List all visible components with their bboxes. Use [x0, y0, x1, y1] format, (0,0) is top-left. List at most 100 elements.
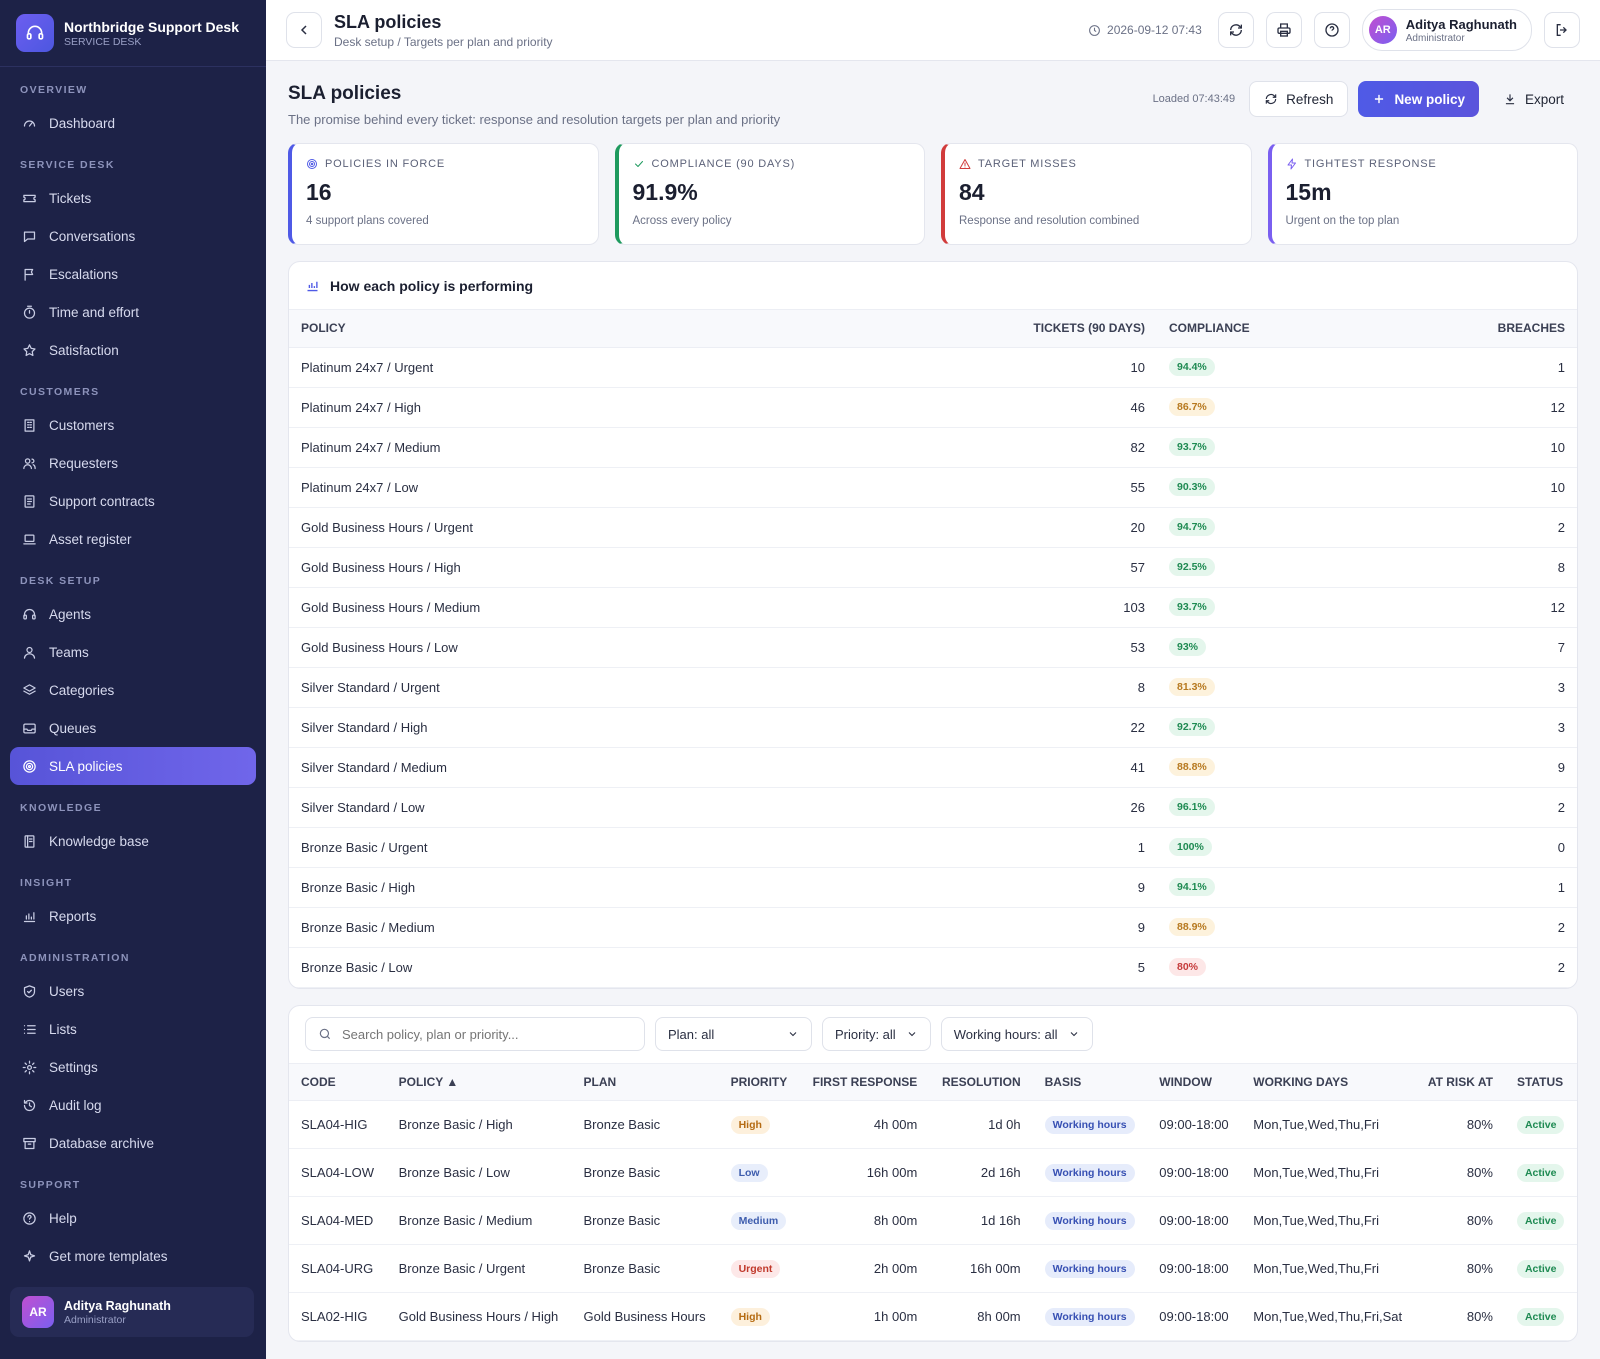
- policy-cell: Gold Business Hours / Urgent: [289, 507, 997, 548]
- column-header[interactable]: BASIS: [1032, 1063, 1148, 1101]
- compliance-cell: 80%: [1157, 947, 1457, 988]
- table-row[interactable]: Bronze Basic / Urgent 1 100% 0: [289, 827, 1577, 868]
- tickets-cell: 53: [997, 627, 1157, 668]
- user-menu[interactable]: AR Aditya Raghunath Administrator: [1361, 9, 1532, 51]
- at-risk-cell: 80%: [1415, 1196, 1505, 1245]
- sidebar-item-audit-log[interactable]: Audit log: [0, 1086, 266, 1124]
- tickets-cell: 20: [997, 507, 1157, 548]
- column-header[interactable]: RESOLUTION: [929, 1063, 1033, 1101]
- plan-filter[interactable]: Plan: all: [655, 1017, 812, 1051]
- table-row[interactable]: SLA04-URG Bronze Basic / Urgent Bronze Bas…: [289, 1244, 1577, 1293]
- export-button[interactable]: Export: [1489, 81, 1578, 117]
- priority-badge: Low: [730, 1163, 768, 1182]
- column-header[interactable]: AT RISK AT: [1415, 1063, 1505, 1101]
- tickets-cell: 57: [997, 547, 1157, 588]
- new-policy-button[interactable]: New policy: [1358, 81, 1479, 117]
- table-row[interactable]: Bronze Basic / Low 5 80% 2: [289, 947, 1577, 988]
- sidebar-item-requesters[interactable]: Requesters: [0, 444, 266, 482]
- table-row[interactable]: Bronze Basic / Medium 9 88.9% 2: [289, 907, 1577, 948]
- column-header[interactable]: TICKETS (90 DAYS): [997, 310, 1157, 348]
- sidebar-item-customers[interactable]: Customers: [0, 406, 266, 444]
- compliance-badge: 93.7%: [1169, 438, 1215, 456]
- sidebar-item-asset-register[interactable]: Asset register: [0, 520, 266, 558]
- status-badge: Active: [1516, 1307, 1565, 1326]
- kpi-row: POLICIES IN FORCE 16 4 support plans cover…: [288, 143, 1578, 245]
- column-header[interactable]: POLICY: [289, 310, 997, 348]
- sidebar-item-escalations[interactable]: Escalations: [0, 255, 266, 293]
- sidebar-item-tickets[interactable]: Tickets: [0, 179, 266, 217]
- print-button[interactable]: [1265, 12, 1302, 48]
- sidebar-item-teams[interactable]: Teams: [0, 633, 266, 671]
- priority-filter[interactable]: Priority: all: [822, 1017, 931, 1051]
- table-row[interactable]: Platinum 24x7 / Urgent 10 94.4% 1: [289, 347, 1577, 388]
- sidebar-item-reports[interactable]: Reports: [0, 897, 266, 935]
- list-icon: [23, 1024, 36, 1034]
- code-cell: SLA04-HIG: [289, 1100, 387, 1149]
- sidebar-item-support-contracts[interactable]: Support contracts: [0, 482, 266, 520]
- kpi-card: TIGHTEST RESPONSE 15m Urgent on the top pl…: [1267, 143, 1578, 245]
- working-hours-filter[interactable]: Working hours: all: [940, 1017, 1093, 1051]
- table-row[interactable]: Silver Standard / High 22 92.7% 3: [289, 707, 1577, 748]
- sidebar-item-conversations[interactable]: Conversations: [0, 217, 266, 255]
- column-header[interactable]: FIRST RESPONSE: [799, 1063, 930, 1101]
- help-button[interactable]: [1313, 12, 1350, 48]
- column-header[interactable]: WINDOW: [1147, 1063, 1242, 1101]
- back-button[interactable]: [286, 12, 322, 48]
- sidebar-item-categories[interactable]: Categories: [0, 671, 266, 709]
- sidebar-item-agents[interactable]: Agents: [0, 595, 266, 633]
- table-row[interactable]: Silver Standard / Urgent 8 81.3% 3: [289, 667, 1577, 708]
- table-row[interactable]: Platinum 24x7 / High 46 86.7% 12: [289, 387, 1577, 428]
- column-header[interactable]: POLICY ▲: [386, 1063, 572, 1101]
- search-box[interactable]: [305, 1017, 645, 1051]
- sidebar-item-lists[interactable]: Lists: [0, 1010, 266, 1048]
- table-row[interactable]: Gold Business Hours / Urgent 20 94.7% 2: [289, 507, 1577, 548]
- plan-cell: Gold Business Hours: [571, 1292, 719, 1341]
- sync-button[interactable]: [1217, 12, 1254, 48]
- column-header[interactable]: WORKING DAYS: [1241, 1063, 1416, 1101]
- table-row[interactable]: Platinum 24x7 / Low 55 90.3% 10: [289, 467, 1577, 508]
- resolution-cell: 1d 16h: [929, 1196, 1033, 1245]
- compliance-cell: 94.1%: [1157, 867, 1457, 908]
- sidebar-user-card[interactable]: AR Aditya Raghunath Administrator: [10, 1287, 254, 1337]
- chat-icon: [23, 231, 36, 242]
- table-row[interactable]: Gold Business Hours / Low 53 93% 7: [289, 627, 1577, 668]
- compliance-badge: 93.7%: [1169, 598, 1215, 616]
- table-row[interactable]: Gold Business Hours / Medium 103 93.7% 12: [289, 587, 1577, 628]
- table-row[interactable]: SLA04-LOW Bronze Basic / Low Bronze Basic L…: [289, 1148, 1577, 1197]
- priority-cell: Urgent: [718, 1244, 800, 1293]
- column-header[interactable]: CODE: [289, 1063, 387, 1101]
- sidebar-item-satisfaction[interactable]: Satisfaction: [0, 331, 266, 369]
- sidebar-item-settings[interactable]: Settings: [0, 1048, 266, 1086]
- sidebar-item-dashboard[interactable]: Dashboard: [0, 104, 266, 142]
- help-icon: [23, 1211, 36, 1225]
- sidebar-item-time-and-effort[interactable]: Time and effort: [0, 293, 266, 331]
- sidebar-item-get-more-templates[interactable]: Get more templates: [0, 1237, 266, 1275]
- column-header[interactable]: PRIORITY: [718, 1063, 800, 1101]
- table-row[interactable]: Gold Business Hours / High 57 92.5% 8: [289, 547, 1577, 588]
- column-header[interactable]: PLAN: [571, 1063, 719, 1101]
- table-row[interactable]: SLA04-HIG Bronze Basic / High Bronze Basic…: [289, 1100, 1577, 1149]
- column-header[interactable]: STATUS: [1504, 1063, 1577, 1101]
- timestamp-text: 2026-09-12 07:43: [1107, 23, 1202, 37]
- kpi-value: 91.9%: [632, 179, 698, 205]
- table-row[interactable]: SLA02-HIG Gold Business Hours / High Gold …: [289, 1292, 1577, 1341]
- search-input[interactable]: [342, 1026, 622, 1042]
- sidebar-item-label: Conversations: [49, 228, 136, 244]
- sidebar-item-help[interactable]: Help: [0, 1199, 266, 1237]
- logout-button[interactable]: [1544, 12, 1580, 48]
- sidebar-item-knowledge-base[interactable]: Knowledge base: [0, 822, 266, 860]
- policy-cell: Silver Standard / Urgent: [289, 667, 997, 708]
- nav-section-title: DESK SETUP: [20, 575, 102, 587]
- table-row[interactable]: Bronze Basic / High 9 94.1% 1: [289, 867, 1577, 908]
- table-row[interactable]: Platinum 24x7 / Medium 82 93.7% 10: [289, 427, 1577, 468]
- table-row[interactable]: Silver Standard / Low 26 96.1% 2: [289, 787, 1577, 828]
- sidebar-item-database-archive[interactable]: Database archive: [0, 1124, 266, 1162]
- refresh-button[interactable]: Refresh: [1249, 81, 1349, 117]
- sidebar-item-sla-policies[interactable]: SLA policies: [10, 747, 256, 785]
- table-row[interactable]: SLA04-MED Bronze Basic / Medium Bronze Bas…: [289, 1196, 1577, 1245]
- sidebar-item-users[interactable]: Users: [0, 972, 266, 1010]
- sidebar-item-queues[interactable]: Queues: [0, 709, 266, 747]
- column-header[interactable]: BREACHES: [1457, 310, 1577, 348]
- table-row[interactable]: Silver Standard / Medium 41 88.8% 9: [289, 747, 1577, 788]
- column-header[interactable]: COMPLIANCE: [1157, 310, 1457, 348]
